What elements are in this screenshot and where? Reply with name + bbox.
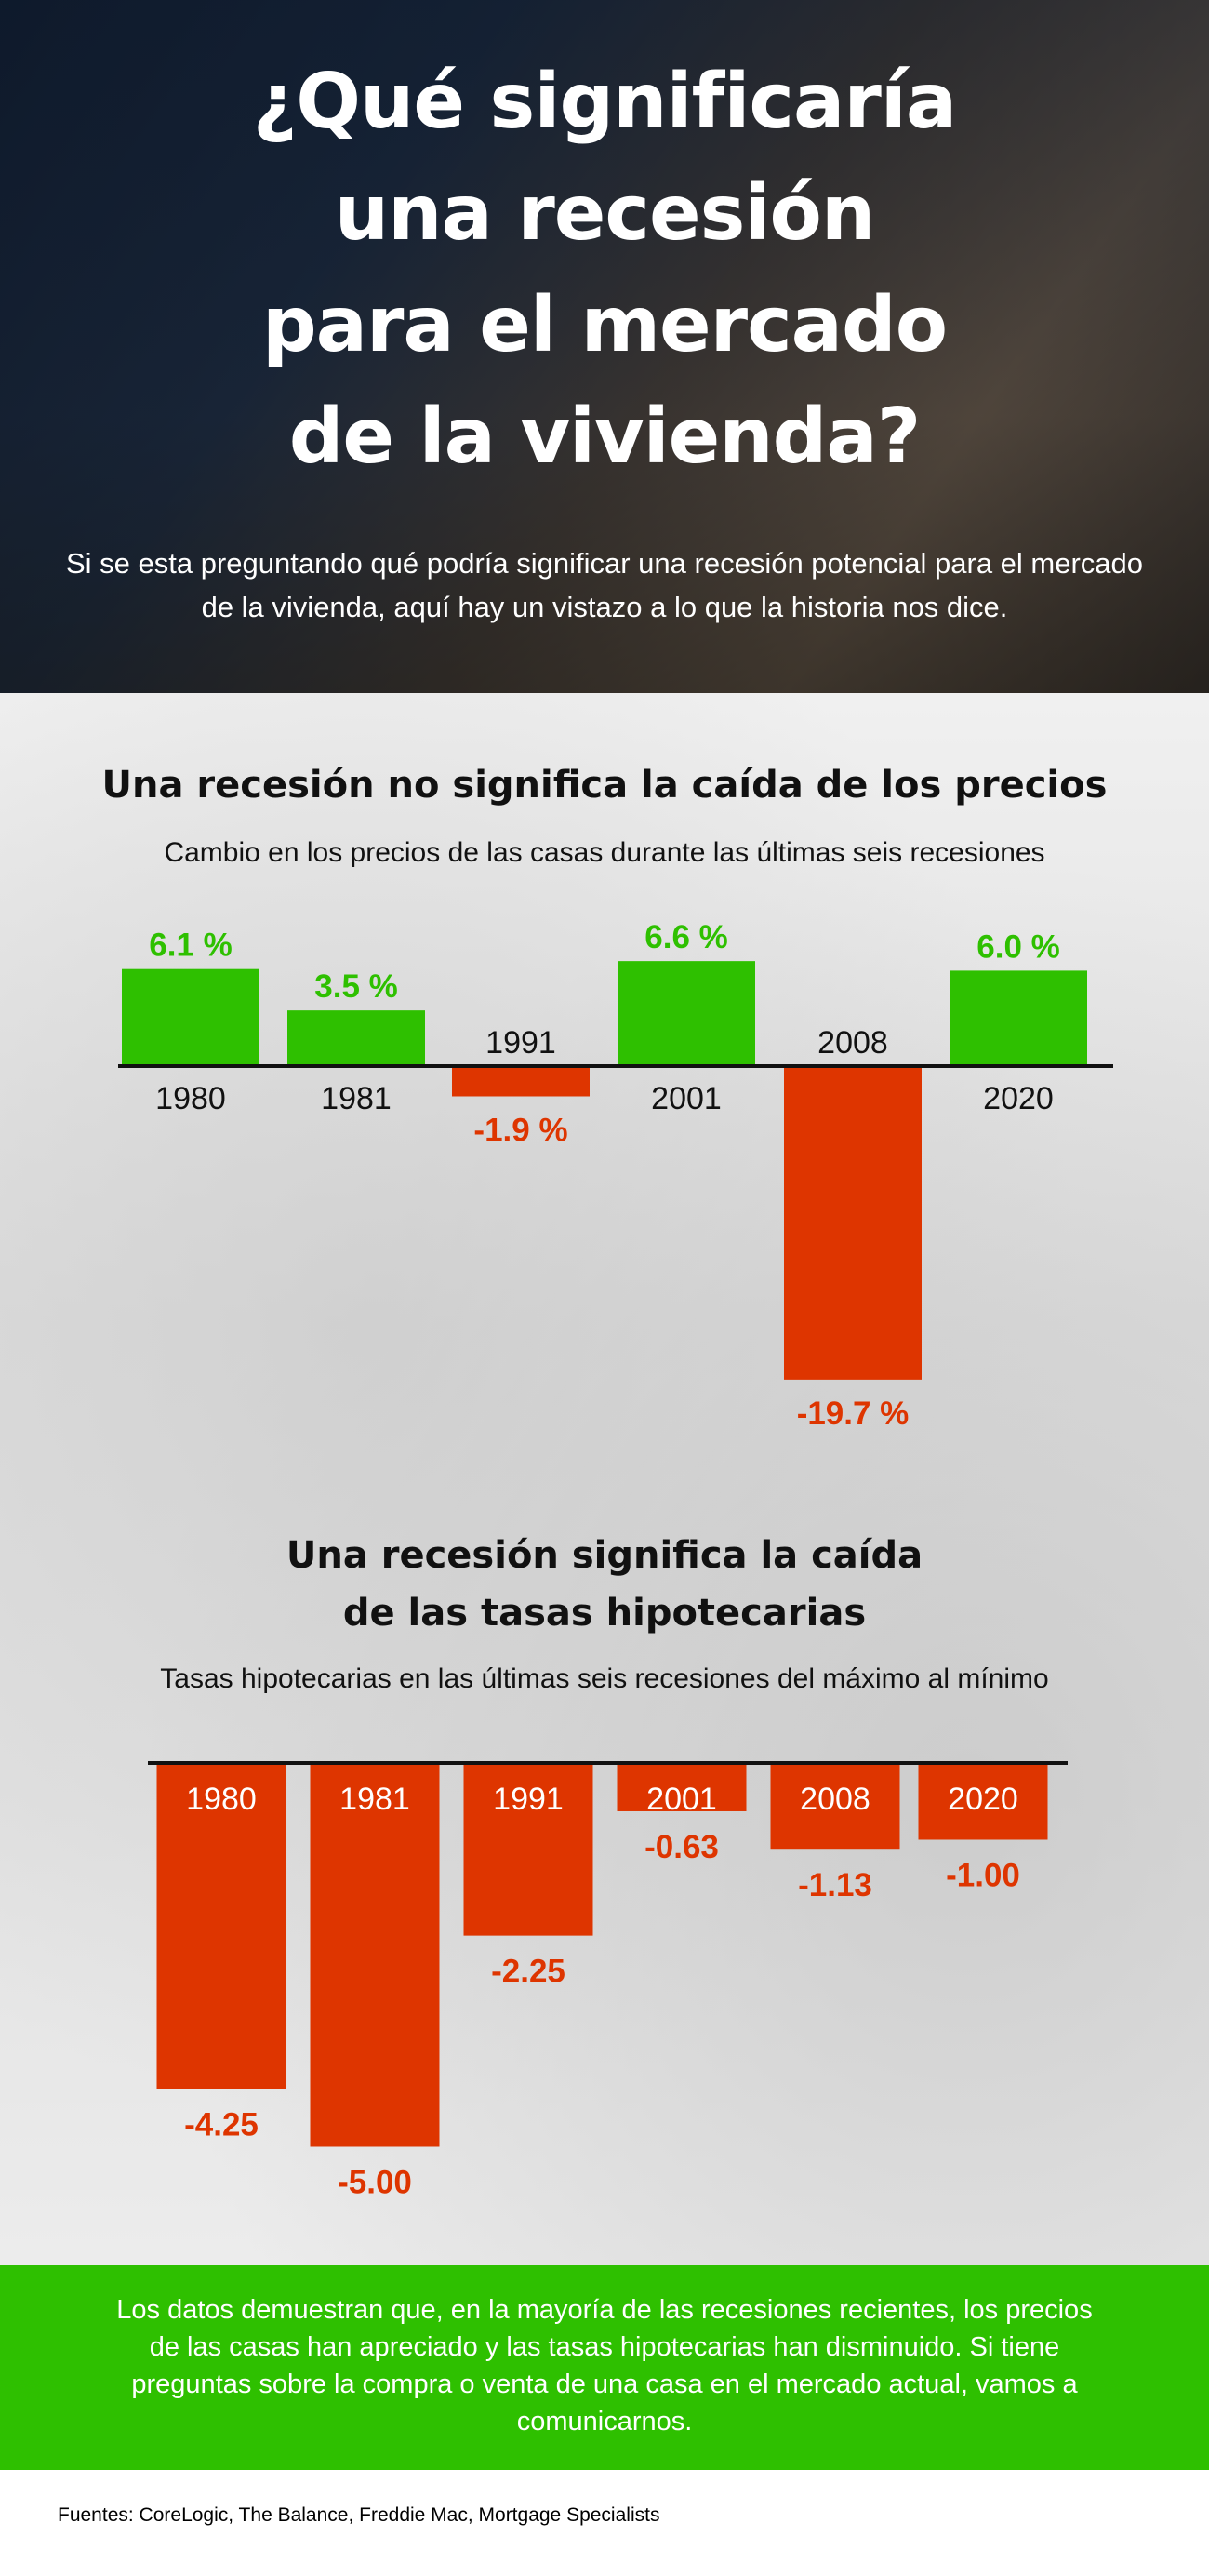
data-label: 6.1 % [149,928,232,964]
bar-2008 [770,1763,900,1850]
chart2-title-line: de las tasas hipotecarias [342,1592,867,1635]
main-title: ¿Qué significaría una recesión para el m… [0,47,1209,493]
bar-2020 [950,970,1087,1066]
bar-2001 [618,961,755,1066]
data-label: -0.63 [644,1829,719,1865]
year-label: 2020 [983,1081,1054,1116]
year-label: 1981 [339,1782,410,1817]
year-label: 1991 [493,1782,564,1817]
chart1-title: Una recesión no significa la caída de lo… [101,764,1108,807]
chart1-subtitle: Cambio en los precios de las casas duran… [164,837,1045,868]
data-label: -2.25 [491,1954,565,1990]
title-line: para el mercado [261,281,948,369]
title-line: de la vivienda? [288,393,922,481]
year-label: 1991 [485,1025,556,1061]
data-label: -19.7 % [797,1395,910,1432]
sources: Fuentes: CoreLogic, The Balance, Freddie… [58,2504,660,2526]
data-label: -1.9 % [473,1112,567,1148]
year-label: 2020 [948,1782,1018,1817]
bar-1980 [122,968,259,1066]
data-label: -1.13 [798,1867,872,1903]
intro-text: Si se esta preguntando qué podría signif… [65,547,1144,623]
chart2-title-line: Una recesión significa la caída [286,1534,923,1577]
bar-2001 [617,1763,747,1811]
conclusion-text: Los datos demuestran que, en la mayoría … [116,2295,1093,2436]
bar-1980 [156,1763,286,2089]
bar-2020 [918,1763,1048,1840]
bar-1981 [310,1763,440,2147]
data-label: -4.25 [184,2107,259,2143]
conclusion-band: Los datos demuestran que, en la mayoría … [0,2265,1209,2470]
data-label: -5.00 [338,2165,412,2201]
year-label: 1981 [321,1081,392,1116]
bar-2008 [784,1066,922,1380]
bar-1981 [287,1010,425,1066]
year-label: 2001 [651,1081,722,1116]
data-label: 3.5 % [314,968,398,1005]
bar-1991 [452,1066,590,1097]
data-label: 6.6 % [644,919,728,955]
year-label: 2008 [800,1782,870,1817]
chart2-title: Una recesión significa la caída de las t… [0,1527,1209,1642]
hero-banner: ¿Qué significaría una recesión para el m… [0,0,1209,693]
data-label: 6.0 % [976,928,1060,965]
title-line: una recesión [334,169,876,258]
mortgage-rate-chart: 1980 -4.25 1981 -5.00 1991 -2.25 2001 -0.63 2008… [148,1761,1068,2201]
year-label: 2001 [646,1782,717,1817]
title-line: ¿Qué significaría [252,58,958,146]
home-price-chart: 6.1 % 1980 3.5 % 1981 -1.9 % 1991 6.6 % 2001 -19… [118,919,1113,1432]
year-label: 1980 [186,1782,257,1817]
year-label: 2008 [817,1025,888,1061]
chart2-subtitle: Tasas hipotecarias en las últimas seis r… [160,1663,1049,1694]
bar-1991 [463,1763,593,1936]
year-label: 1980 [155,1081,226,1116]
data-label: -1.00 [946,1858,1020,1894]
